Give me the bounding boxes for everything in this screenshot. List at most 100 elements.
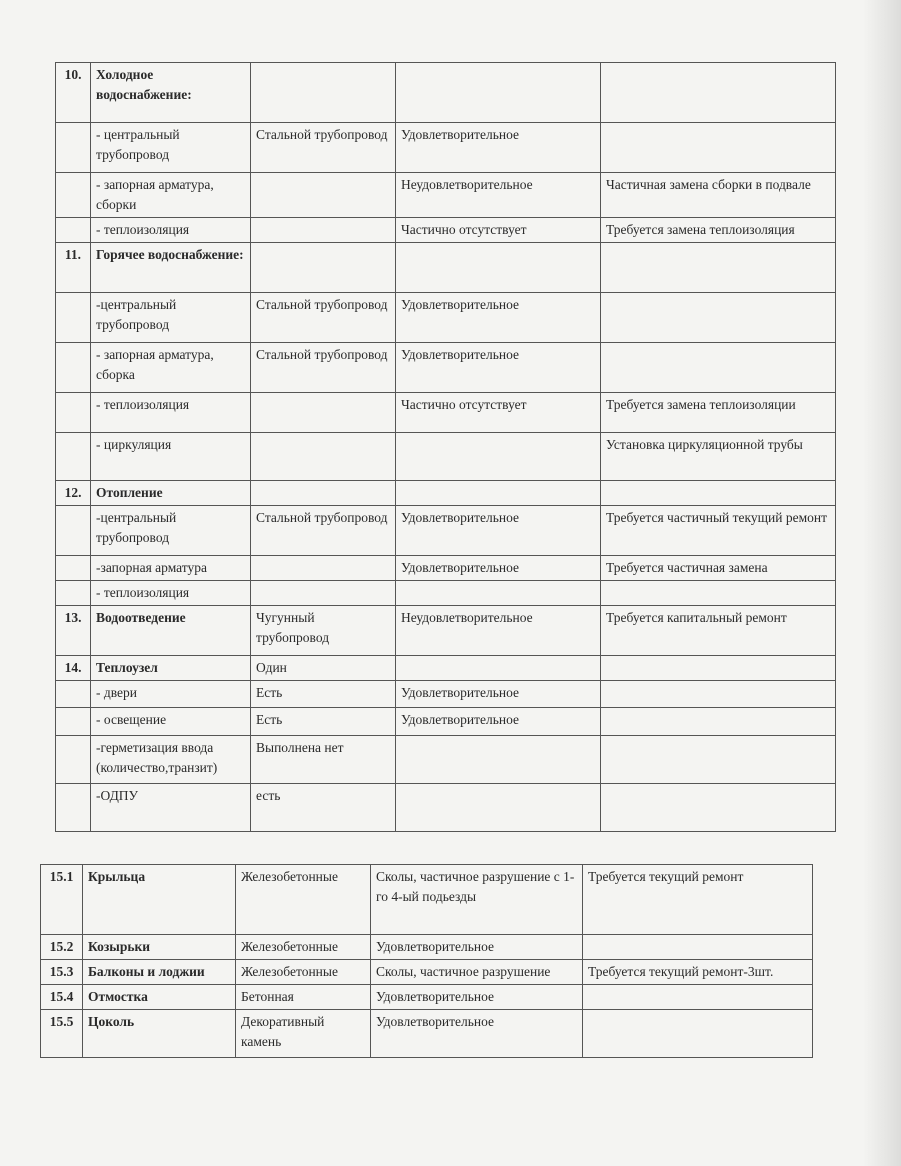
table-row: 15.3 Балконы и лоджии Железобетонные Сколы,… [40, 959, 813, 985]
cell-num [55, 505, 91, 556]
cell-name: - циркуляция [90, 432, 251, 481]
cell-material: есть [250, 783, 396, 832]
cell-name: - запорная арматура, сборки [90, 172, 251, 218]
cell-recommendation [600, 655, 836, 681]
cell-state: Сколы, частичное разрушение с 1-го 4-ый … [370, 864, 583, 935]
cell-state: Удовлетворительное [395, 505, 601, 556]
cell-name: Горячее водоснабжение: [90, 242, 251, 293]
cell-material [250, 392, 396, 433]
cell-material [250, 580, 396, 606]
cell-num [55, 680, 91, 708]
cell-state [395, 735, 601, 784]
cell-name: Отопление [90, 480, 251, 506]
cell-name: - теплоизоляция [90, 217, 251, 243]
cell-recommendation: Требуется частичная замена [600, 555, 836, 581]
cell-name: Отмостка [82, 984, 236, 1010]
cell-state: Удовлетворительное [395, 555, 601, 581]
table-row: 10. Холодное водоснабжение: [55, 62, 836, 123]
cell-name: -центральный трубопровод [90, 505, 251, 556]
cell-material: Декоративный камень [235, 1009, 371, 1058]
cell-name: Балконы и лоджии [82, 959, 236, 985]
cell-recommendation [582, 934, 813, 960]
table-row: - запорная арматура, сборка Стальной труб… [55, 342, 836, 393]
cell-state: Удовлетворительное [395, 342, 601, 393]
cell-material: Стальной трубопровод [250, 122, 396, 173]
cell-num [55, 342, 91, 393]
cell-recommendation [600, 122, 836, 173]
table1-body: 10. Холодное водоснабжение: - центральный … [55, 62, 836, 832]
engineering-systems-table: 10. Холодное водоснабжение: - центральный … [55, 62, 836, 832]
cell-name: Теплоузел [90, 655, 251, 681]
cell-material: Выполнена нет [250, 735, 396, 784]
cell-recommendation [600, 783, 836, 832]
cell-material: Железобетонные [235, 959, 371, 985]
cell-state: Удовлетворительное [370, 934, 583, 960]
cell-num: 15.3 [40, 959, 83, 985]
table-row: -ОДПУ есть [55, 783, 836, 832]
cell-name: -герметизация ввода (количество,транзит) [90, 735, 251, 784]
cell-state [395, 783, 601, 832]
table-row: 15.1 Крыльца Железобетонные Сколы, частично… [40, 864, 813, 935]
cell-num [55, 292, 91, 343]
cell-recommendation [582, 1009, 813, 1058]
cell-recommendation [600, 480, 836, 506]
cell-state [395, 655, 601, 681]
cell-recommendation: Частичная замена сборки в подвале [600, 172, 836, 218]
cell-state [395, 580, 601, 606]
cell-state [395, 480, 601, 506]
cell-recommendation [600, 292, 836, 343]
cell-recommendation: Требуется замена теплоизоляции [600, 392, 836, 433]
cell-name: - центральный трубопровод [90, 122, 251, 173]
cell-recommendation [582, 984, 813, 1010]
table2-body: 15.1 Крыльца Железобетонные Сколы, частично… [40, 864, 813, 1058]
table-row: - двери Есть Удовлетворительное [55, 680, 836, 708]
cell-num: 13. [55, 605, 91, 656]
table-row: - теплоизоляция Частично отсутствует Требу… [55, 217, 836, 243]
cell-state [395, 432, 601, 481]
cell-state [395, 242, 601, 293]
table-row: -центральный трубопровод Стальной трубопр… [55, 292, 836, 343]
cell-name: - теплоизоляция [90, 580, 251, 606]
cell-state: Частично отсутствует [395, 392, 601, 433]
cell-material [250, 62, 396, 123]
cell-state: Неудовлетворительное [395, 172, 601, 218]
cell-num [55, 217, 91, 243]
cell-recommendation: Требуется капитальный ремонт [600, 605, 836, 656]
table-row: - запорная арматура, сборки Неудовлетвори… [55, 172, 836, 218]
cell-num [55, 172, 91, 218]
cell-name: -запорная арматура [90, 555, 251, 581]
cell-state: Удовлетворительное [370, 1009, 583, 1058]
cell-num: 15.2 [40, 934, 83, 960]
cell-name: Цоколь [82, 1009, 236, 1058]
cell-name: - теплоизоляция [90, 392, 251, 433]
cell-num [55, 580, 91, 606]
cell-num: 12. [55, 480, 91, 506]
cell-recommendation [600, 242, 836, 293]
cell-name: - двери [90, 680, 251, 708]
cell-num [55, 122, 91, 173]
cell-material: Железобетонные [235, 934, 371, 960]
cell-recommendation: Требуется текущий ремонт [582, 864, 813, 935]
structural-elements-table: 15.1 Крыльца Железобетонные Сколы, частично… [40, 864, 813, 1058]
cell-recommendation [600, 62, 836, 123]
cell-num [55, 707, 91, 736]
table-row: 12. Отопление [55, 480, 836, 506]
cell-recommendation: Требуется частичный текущий ремонт [600, 505, 836, 556]
table-row: - теплоизоляция Частично отсутствует Требу… [55, 392, 836, 433]
cell-num [55, 735, 91, 784]
cell-num [55, 555, 91, 581]
cell-name: -ОДПУ [90, 783, 251, 832]
cell-recommendation [600, 680, 836, 708]
cell-state: Частично отсутствует [395, 217, 601, 243]
cell-num [55, 432, 91, 481]
cell-state: Сколы, частичное разрушение [370, 959, 583, 985]
cell-name: - запорная арматура, сборка [90, 342, 251, 393]
cell-num: 15.5 [40, 1009, 83, 1058]
cell-material: Один [250, 655, 396, 681]
table-row: -герметизация ввода (количество,транзит)… [55, 735, 836, 784]
document-page: 10. Холодное водоснабжение: - центральный … [40, 62, 836, 1058]
table-row: 15.5 Цоколь Декоративный камень Удовлетвори… [40, 1009, 813, 1058]
cell-material [250, 242, 396, 293]
cell-state: Удовлетворительное [370, 984, 583, 1010]
cell-num: 15.1 [40, 864, 83, 935]
